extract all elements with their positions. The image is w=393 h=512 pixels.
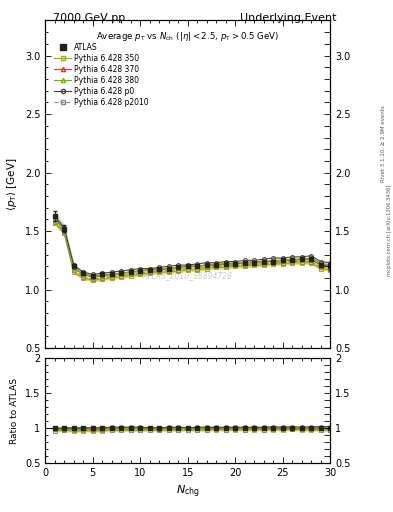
Y-axis label: $\langle p_{\mathrm{T}} \rangle$ [GeV]: $\langle p_{\mathrm{T}} \rangle$ [GeV] [5,158,19,211]
Text: 7000 GeV pp: 7000 GeV pp [53,13,125,23]
Text: ATLAS_2010_S8894728: ATLAS_2010_S8894728 [143,271,233,281]
Text: mcplots.cern.ch [arXiv:1306.3436]: mcplots.cern.ch [arXiv:1306.3436] [387,185,391,276]
X-axis label: $N_{\mathrm{chg}}$: $N_{\mathrm{chg}}$ [176,484,200,500]
Legend: ATLAS, Pythia 6.428 350, Pythia 6.428 370, Pythia 6.428 380, Pythia 6.428 p0, Py: ATLAS, Pythia 6.428 350, Pythia 6.428 37… [52,40,151,109]
Text: Average $p_{\rm T}$ vs $N_{\rm ch}$ ($|\eta| < 2.5$, $p_{\rm T} > 0.5$ GeV): Average $p_{\rm T}$ vs $N_{\rm ch}$ ($|\… [96,30,279,44]
Text: Rivet 3.1.10, ≥ 2.9M events: Rivet 3.1.10, ≥ 2.9M events [381,105,386,182]
Text: Underlying Event: Underlying Event [239,13,336,23]
Y-axis label: Ratio to ATLAS: Ratio to ATLAS [10,378,19,444]
